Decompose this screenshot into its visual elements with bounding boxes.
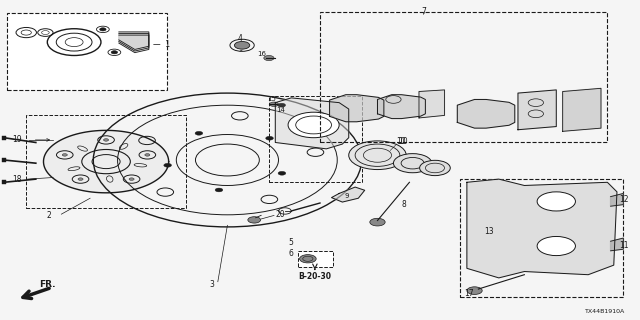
Polygon shape bbox=[458, 100, 515, 128]
Text: 15: 15 bbox=[268, 96, 276, 102]
Text: —  1: — 1 bbox=[153, 40, 170, 49]
Text: 14: 14 bbox=[276, 107, 285, 113]
Circle shape bbox=[269, 102, 278, 107]
Bar bbox=[269, 96, 362, 182]
Text: 17: 17 bbox=[464, 289, 474, 298]
Circle shape bbox=[537, 236, 575, 256]
Polygon shape bbox=[119, 34, 149, 51]
Bar bbox=[298, 251, 333, 267]
Text: 9: 9 bbox=[344, 193, 349, 199]
Polygon shape bbox=[518, 90, 556, 130]
Circle shape bbox=[164, 163, 172, 167]
Circle shape bbox=[537, 192, 575, 211]
Circle shape bbox=[215, 188, 223, 192]
Text: 11: 11 bbox=[619, 241, 628, 250]
Text: 10: 10 bbox=[397, 137, 406, 146]
Circle shape bbox=[100, 28, 106, 31]
Circle shape bbox=[111, 51, 118, 54]
Circle shape bbox=[104, 139, 109, 141]
Text: 20: 20 bbox=[275, 210, 285, 219]
Polygon shape bbox=[119, 35, 149, 52]
Text: 16: 16 bbox=[257, 51, 266, 57]
Bar bbox=[26, 116, 186, 208]
Text: 5: 5 bbox=[289, 238, 294, 247]
Text: 19: 19 bbox=[12, 135, 22, 144]
Circle shape bbox=[62, 154, 67, 156]
Bar bbox=[7, 13, 167, 90]
Circle shape bbox=[300, 255, 316, 263]
Text: 2: 2 bbox=[47, 211, 51, 220]
Polygon shape bbox=[611, 238, 623, 251]
Polygon shape bbox=[378, 95, 426, 119]
Polygon shape bbox=[119, 32, 149, 50]
Circle shape bbox=[278, 171, 286, 175]
Polygon shape bbox=[332, 187, 365, 202]
Polygon shape bbox=[467, 179, 617, 278]
Circle shape bbox=[467, 287, 482, 294]
Circle shape bbox=[195, 132, 203, 135]
Circle shape bbox=[370, 218, 385, 226]
Text: 13: 13 bbox=[484, 227, 493, 236]
Polygon shape bbox=[44, 130, 169, 193]
Text: TX44B1910A: TX44B1910A bbox=[585, 309, 625, 314]
Text: 3: 3 bbox=[209, 280, 214, 289]
Text: 8: 8 bbox=[401, 200, 406, 209]
Circle shape bbox=[420, 160, 451, 176]
Polygon shape bbox=[563, 88, 601, 131]
Text: 4: 4 bbox=[237, 34, 243, 43]
Polygon shape bbox=[611, 194, 623, 206]
Circle shape bbox=[234, 42, 250, 49]
Circle shape bbox=[266, 136, 273, 140]
Text: 18: 18 bbox=[12, 175, 22, 184]
Circle shape bbox=[288, 112, 339, 138]
Circle shape bbox=[264, 55, 274, 60]
Text: B-20-30: B-20-30 bbox=[298, 272, 332, 281]
Circle shape bbox=[394, 154, 432, 173]
Text: 6: 6 bbox=[289, 250, 294, 259]
Text: 10: 10 bbox=[398, 137, 408, 146]
Bar bbox=[320, 12, 607, 142]
Circle shape bbox=[129, 178, 134, 180]
Circle shape bbox=[278, 103, 285, 107]
Circle shape bbox=[349, 141, 406, 170]
Circle shape bbox=[248, 217, 260, 223]
Text: 12: 12 bbox=[619, 195, 628, 204]
Polygon shape bbox=[330, 95, 384, 122]
Polygon shape bbox=[275, 98, 349, 149]
Circle shape bbox=[145, 154, 150, 156]
Text: 7: 7 bbox=[421, 7, 426, 16]
Polygon shape bbox=[419, 90, 445, 118]
Text: FR.: FR. bbox=[39, 280, 56, 289]
Bar bbox=[461, 179, 623, 297]
Circle shape bbox=[78, 178, 83, 180]
